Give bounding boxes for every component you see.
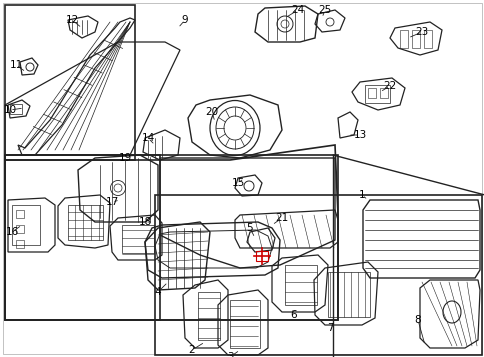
Bar — [16, 210, 24, 218]
Text: 14: 14 — [141, 133, 154, 143]
Bar — [285, 265, 317, 305]
Text: 16: 16 — [5, 227, 18, 237]
Text: 24: 24 — [291, 5, 304, 15]
Bar — [122, 225, 154, 253]
Text: 19: 19 — [118, 153, 131, 163]
Bar — [10, 104, 22, 114]
Text: 21: 21 — [275, 213, 288, 223]
Text: 25: 25 — [318, 5, 331, 15]
Text: 7: 7 — [326, 323, 333, 333]
Bar — [256, 251, 268, 261]
Bar — [16, 240, 24, 248]
Text: 18: 18 — [138, 217, 151, 227]
Text: 23: 23 — [414, 27, 428, 37]
Text: 2: 2 — [188, 345, 195, 355]
Bar — [367, 88, 375, 98]
Bar — [16, 225, 24, 233]
Text: 20: 20 — [205, 107, 218, 117]
Text: 11: 11 — [9, 60, 23, 70]
Text: 8: 8 — [414, 315, 421, 325]
Text: 3: 3 — [226, 352, 233, 357]
Text: 5: 5 — [246, 223, 253, 233]
Bar — [229, 300, 259, 348]
Text: 4: 4 — [154, 287, 161, 297]
Bar — [12, 205, 40, 245]
Bar — [5, 155, 160, 320]
Text: 22: 22 — [382, 81, 396, 91]
Bar — [155, 195, 481, 355]
Text: 9: 9 — [182, 15, 188, 25]
Bar — [364, 85, 389, 103]
Bar — [197, 292, 220, 340]
Text: 17: 17 — [105, 197, 119, 207]
Text: 15: 15 — [231, 178, 244, 188]
Bar — [411, 30, 419, 48]
Text: 13: 13 — [353, 130, 366, 140]
Bar — [5, 155, 337, 320]
Text: 6: 6 — [290, 310, 297, 320]
Text: 12: 12 — [65, 15, 78, 25]
Text: 1: 1 — [358, 190, 364, 200]
Text: 10: 10 — [3, 105, 16, 115]
Bar — [68, 205, 103, 240]
Bar — [5, 5, 135, 160]
Bar — [423, 30, 431, 48]
Bar — [399, 30, 407, 48]
Bar — [379, 88, 387, 98]
Bar — [327, 272, 369, 317]
